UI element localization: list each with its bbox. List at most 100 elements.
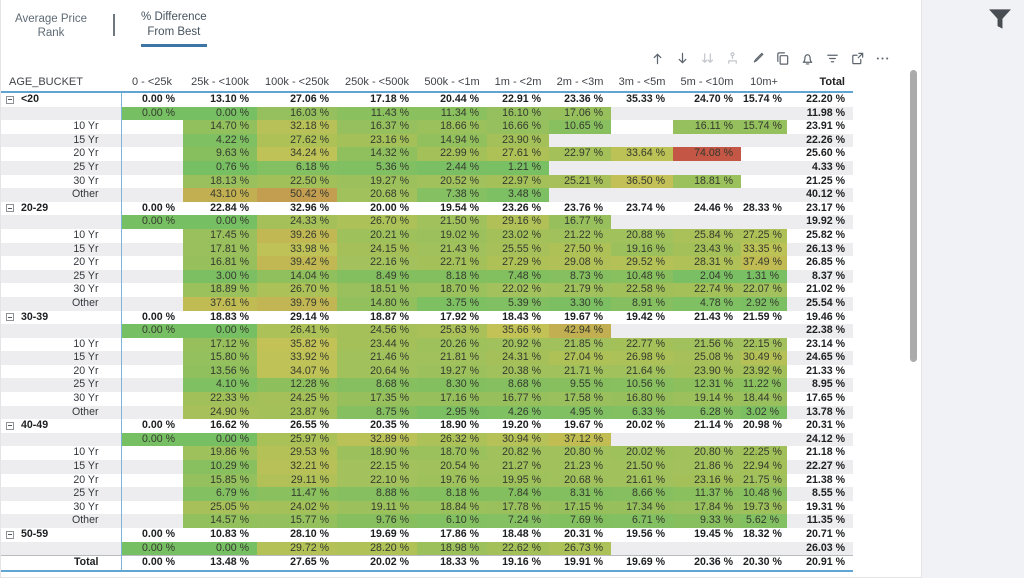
cell[interactable]	[611, 133, 673, 148]
cell[interactable]: 5.62 %	[741, 514, 787, 528]
cell[interactable]: 21.50 %	[417, 215, 487, 229]
cell[interactable]: 18.32 %	[743, 528, 782, 540]
cell[interactable]: 10.48 %	[611, 269, 673, 284]
cell[interactable]	[673, 432, 741, 447]
cell[interactable]: 21.85 %	[549, 337, 611, 352]
cell[interactable]: 23.16 %	[673, 473, 741, 488]
cell[interactable]: 29.72 %	[257, 541, 337, 556]
cell[interactable]: 13.78 %	[787, 405, 853, 420]
cell[interactable]: 11.43 %	[337, 106, 417, 121]
cell[interactable]: 21.25 %	[806, 174, 845, 187]
cell[interactable]: 50.42 %	[257, 188, 337, 202]
cell[interactable]: 3.48 %	[487, 188, 549, 202]
cell[interactable]: 30.49 %	[741, 351, 787, 365]
cell[interactable]: 18.90 %	[337, 446, 417, 461]
cell[interactable]: 22.33 %	[183, 392, 257, 406]
cell[interactable]: 26.55 %	[290, 419, 329, 432]
cell[interactable]	[121, 392, 183, 406]
cell[interactable]: 4.10 %	[183, 378, 257, 393]
cell[interactable]: 20.80 %	[549, 446, 611, 461]
cell[interactable]: 27.04 %	[549, 351, 611, 365]
cell[interactable]: 17.45 %	[183, 228, 257, 243]
cell[interactable]: 0.00 %	[121, 106, 183, 121]
cell[interactable]: 0.00 %	[121, 215, 183, 229]
cell[interactable]	[121, 365, 183, 379]
cell[interactable]: 24.90 %	[183, 405, 257, 420]
cell[interactable]: 7.69 %	[549, 514, 611, 528]
cell[interactable]: 19.73 %	[741, 500, 787, 515]
cell[interactable]: 23.44 %	[337, 337, 417, 352]
cell[interactable]: 16.77 %	[487, 392, 549, 406]
cell[interactable]: 22.07 %	[741, 283, 787, 297]
cell[interactable]: 16.62 %	[210, 419, 249, 432]
cell[interactable]: 12.31 %	[673, 378, 741, 393]
cell[interactable]: 27.62 %	[257, 133, 337, 148]
cell[interactable]: 24.33 %	[257, 215, 337, 229]
cell[interactable]: 20.54 %	[417, 460, 487, 474]
cell[interactable]: 26.70 %	[257, 283, 337, 297]
row-label[interactable]: 25 Yr	[1, 378, 122, 393]
cell[interactable]: 21.43 %	[417, 242, 487, 257]
column-header[interactable]: 25k - <100k	[183, 72, 257, 93]
cell[interactable]	[121, 514, 183, 528]
cell[interactable]: 17.35 %	[337, 392, 417, 406]
cell[interactable]: 18.81 %	[673, 174, 741, 189]
cell[interactable]: 11.34 %	[417, 106, 487, 121]
cell[interactable]: 0.00 %	[142, 310, 175, 323]
cell[interactable]: 37.12 %	[549, 432, 611, 447]
cell[interactable]: 22.97 %	[487, 174, 549, 189]
scrollbar-thumb[interactable]	[910, 70, 917, 362]
cell[interactable]: 28.33 %	[743, 201, 782, 214]
cell[interactable]: 32.18 %	[257, 120, 337, 134]
group-row-label[interactable]: 20-29	[1, 201, 122, 216]
row-label[interactable]: Total	[1, 555, 122, 572]
cell[interactable]: 20.38 %	[487, 364, 549, 379]
cell[interactable]: 2.92 %	[741, 296, 787, 311]
cell[interactable]: 9.55 %	[549, 378, 611, 393]
cell[interactable]: 25.05 %	[183, 500, 257, 515]
cell[interactable]: 27.65 %	[257, 555, 337, 572]
cell[interactable]: 8.55 %	[787, 487, 853, 501]
cell[interactable]: 27.25 %	[741, 228, 787, 243]
cell[interactable]: 21.64 %	[611, 364, 673, 379]
cell[interactable]: 21.02 %	[806, 283, 845, 296]
cell[interactable]: 27.50 %	[549, 242, 611, 257]
cell[interactable]: 23.36 %	[564, 93, 603, 105]
cell[interactable]: 24.31 %	[487, 351, 549, 365]
row-label[interactable]	[1, 324, 122, 338]
cell[interactable]: 19.14 %	[673, 392, 741, 406]
cell[interactable]: 0.00 %	[142, 201, 175, 214]
cell[interactable]	[121, 501, 183, 515]
row-label[interactable]: 20 Yr	[1, 147, 122, 161]
cell[interactable]: 19.27 %	[417, 364, 487, 379]
cell[interactable]: 26.41 %	[257, 324, 337, 338]
cell[interactable]: 21.81 %	[417, 351, 487, 365]
cell[interactable]: 1.31 %	[741, 269, 787, 284]
cell[interactable]: 21.50 %	[611, 460, 673, 474]
tab-pct-difference-from-best[interactable]: % Difference From Best	[141, 10, 207, 47]
cell[interactable]: 42.94 %	[549, 324, 611, 338]
cell[interactable]: 0.00 %	[183, 215, 257, 229]
cell[interactable]: 20.68 %	[549, 473, 611, 488]
cell[interactable]: 25.55 %	[487, 242, 549, 257]
cell[interactable]: 25.21 %	[549, 174, 611, 189]
column-header[interactable]: 100k - <250k	[257, 72, 337, 93]
cell[interactable]: 8.66 %	[611, 487, 673, 501]
cell[interactable]: 20.64 %	[337, 364, 417, 379]
cell[interactable]: 20.92 %	[487, 337, 549, 352]
cell[interactable]: 23.26 %	[502, 201, 541, 214]
row-label[interactable]: 10 Yr	[1, 337, 122, 352]
row-label[interactable]: 30 Yr	[1, 283, 122, 297]
duplicate-icon[interactable]	[773, 49, 791, 67]
cell[interactable]: 20.26 %	[417, 337, 487, 352]
cell[interactable]: 35.33 %	[626, 93, 665, 105]
cell[interactable]: 13.48 %	[183, 555, 257, 572]
cell[interactable]: 17.12 %	[183, 337, 257, 352]
cell[interactable]: 20.71 %	[806, 528, 845, 540]
cell[interactable]: 19.92 %	[787, 215, 853, 229]
cell[interactable]: 0.00 %	[183, 432, 257, 447]
cell[interactable]: 22.99 %	[417, 147, 487, 161]
cell[interactable]: 9.33 %	[673, 514, 741, 528]
cell[interactable]: 10.83 %	[210, 528, 249, 540]
cell[interactable]: 18.43 %	[502, 310, 541, 323]
